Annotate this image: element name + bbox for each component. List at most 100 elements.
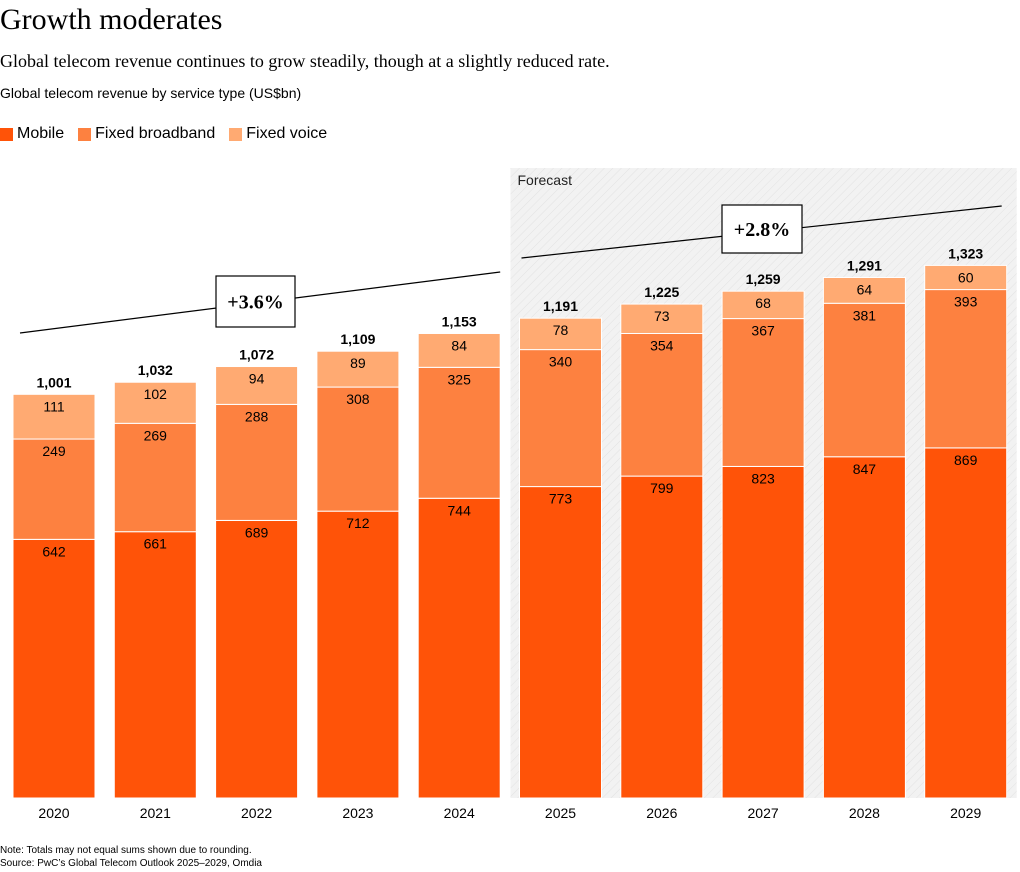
data-label-fixed-voice-2024: 84 xyxy=(451,337,467,353)
data-label-mobile-2020: 642 xyxy=(42,543,66,559)
data-label-fixed-broadband-2027: 367 xyxy=(751,323,775,339)
data-label-mobile-2021: 661 xyxy=(144,536,168,552)
bar-mobile-2020 xyxy=(12,538,96,799)
data-label-fixed-voice-2020: 111 xyxy=(43,398,64,414)
data-label-fixed-broadband-2026: 354 xyxy=(650,337,674,353)
bar-mobile-2028 xyxy=(822,456,906,799)
data-label-fixed-voice-2022: 94 xyxy=(249,371,265,387)
total-label-2025: 1,191 xyxy=(543,298,578,314)
bar-mobile-2027 xyxy=(721,465,805,799)
x-tick-label-2027: 2027 xyxy=(748,805,779,821)
x-tick-label-2022: 2022 xyxy=(241,805,272,821)
legend-swatch-mobile xyxy=(0,127,13,141)
bar-fixed-broadband-2028 xyxy=(822,302,906,458)
bar-mobile-2025 xyxy=(519,486,602,799)
growth-rate-box-forecast xyxy=(721,204,803,254)
x-tick-label-2025: 2025 xyxy=(545,805,576,821)
bar-fixed-voice-2027 xyxy=(721,290,805,320)
bar-fixed-voice-2025 xyxy=(519,317,602,351)
data-label-fixed-broadband-2029: 393 xyxy=(954,294,978,310)
legend-item-fixed-broadband: Fixed broadband xyxy=(78,124,215,144)
legend-label-mobile: Mobile xyxy=(17,125,65,142)
data-label-mobile-2024: 744 xyxy=(448,502,472,518)
bar-fixed-broadband-2026 xyxy=(620,332,704,477)
legend-label-fixed-voice: Fixed voice xyxy=(246,125,328,142)
data-label-mobile-2026: 799 xyxy=(650,480,674,496)
data-label-mobile-2027: 823 xyxy=(751,470,775,486)
data-label-mobile-2022: 689 xyxy=(245,524,269,540)
bar-fixed-broadband-2021 xyxy=(113,422,197,533)
data-label-fixed-broadband-2025: 340 xyxy=(549,354,573,370)
x-tick-label-2026: 2026 xyxy=(646,805,677,821)
data-label-fixed-broadband-2020: 249 xyxy=(42,443,66,459)
legend-item-mobile: Mobile xyxy=(0,124,64,144)
bar-fixed-voice-2028 xyxy=(822,276,906,304)
bar-fixed-voice-2026 xyxy=(620,303,704,334)
chart-label: Global telecom revenue by service type (… xyxy=(0,85,302,101)
data-label-mobile-2028: 847 xyxy=(853,461,877,477)
forecast-label: Forecast xyxy=(518,172,573,188)
data-label-fixed-voice-2028: 64 xyxy=(857,281,873,297)
footer-note: Note: Totals may not equal sums shown du… xyxy=(0,845,252,856)
data-label-mobile-2029: 869 xyxy=(954,452,978,468)
bar-fixed-broadband-2023 xyxy=(316,386,400,512)
data-label-mobile-2025: 773 xyxy=(549,491,573,507)
bar-fixed-broadband-2022 xyxy=(215,403,299,521)
data-label-fixed-broadband-2028: 381 xyxy=(853,307,877,323)
bar-fixed-broadband-2027 xyxy=(721,318,805,467)
footer-source: Source: PwC’s Global Telecom Outlook 202… xyxy=(0,858,262,869)
data-label-fixed-voice-2021: 102 xyxy=(144,386,168,402)
data-label-fixed-voice-2025: 78 xyxy=(553,322,569,338)
total-label-2022: 1,072 xyxy=(239,347,274,363)
bar-fixed-broadband-2029 xyxy=(924,289,1008,449)
data-label-fixed-broadband-2024: 325 xyxy=(448,371,472,387)
data-label-fixed-broadband-2023: 308 xyxy=(346,391,370,407)
legend-swatch-fixed-voice xyxy=(229,127,243,141)
total-label-2027: 1,259 xyxy=(746,271,781,287)
total-label-2024: 1,153 xyxy=(442,313,477,329)
legend: Mobile Fixed broadband Fixed voice xyxy=(0,124,341,144)
legend-swatch-fixed-broadband xyxy=(78,127,92,141)
total-label-2028: 1,291 xyxy=(847,257,882,273)
legend-label-fixed-broadband: Fixed broadband xyxy=(95,125,216,142)
data-label-fixed-voice-2026: 73 xyxy=(654,308,670,324)
bar-fixed-voice-2023 xyxy=(316,350,400,388)
total-label-2020: 1,001 xyxy=(36,374,71,390)
x-tick-label-2023: 2023 xyxy=(342,805,373,821)
x-tick-label-2028: 2028 xyxy=(849,805,880,821)
data-label-fixed-voice-2029: 60 xyxy=(958,269,974,285)
bar-fixed-broadband-2025 xyxy=(519,349,602,488)
bar-fixed-voice-2024 xyxy=(417,332,501,368)
bar-mobile-2029 xyxy=(924,447,1008,799)
data-label-mobile-2023: 712 xyxy=(346,515,370,531)
bar-fixed-broadband-2024 xyxy=(417,366,501,499)
bar-mobile-2022 xyxy=(215,519,299,799)
x-tick-label-2024: 2024 xyxy=(444,805,475,821)
growth-rate-label-historical: +3.6% xyxy=(227,292,283,314)
bar-fixed-voice-2022 xyxy=(215,366,299,405)
total-label-2021: 1,032 xyxy=(138,362,173,378)
data-label-fixed-voice-2023: 89 xyxy=(350,355,366,371)
growth-rate-label-forecast: +2.8% xyxy=(734,219,790,241)
x-tick-label-2020: 2020 xyxy=(38,805,69,821)
chart-subtitle: Global telecom revenue continues to grow… xyxy=(0,51,610,71)
bar-mobile-2026 xyxy=(620,475,704,799)
total-label-2023: 1,109 xyxy=(340,331,375,347)
data-label-fixed-voice-2027: 68 xyxy=(755,295,771,311)
total-label-2029: 1,323 xyxy=(948,245,983,261)
bar-fixed-voice-2020 xyxy=(12,393,96,440)
total-label-2026: 1,225 xyxy=(644,284,679,300)
data-label-fixed-broadband-2022: 288 xyxy=(245,408,269,424)
bar-mobile-2024 xyxy=(417,497,501,799)
bar-mobile-2021 xyxy=(113,531,197,799)
bar-fixed-voice-2029 xyxy=(924,264,1008,291)
bar-mobile-2023 xyxy=(316,510,400,799)
bar-fixed-voice-2021 xyxy=(113,381,197,424)
data-label-fixed-broadband-2021: 269 xyxy=(144,427,168,443)
chart-title: Growth moderates xyxy=(0,3,223,36)
legend-item-fixed-voice: Fixed voice xyxy=(229,124,327,144)
x-tick-label-2029: 2029 xyxy=(950,805,981,821)
growth-rate-box-historical xyxy=(215,275,296,328)
x-tick-label-2021: 2021 xyxy=(140,805,171,821)
